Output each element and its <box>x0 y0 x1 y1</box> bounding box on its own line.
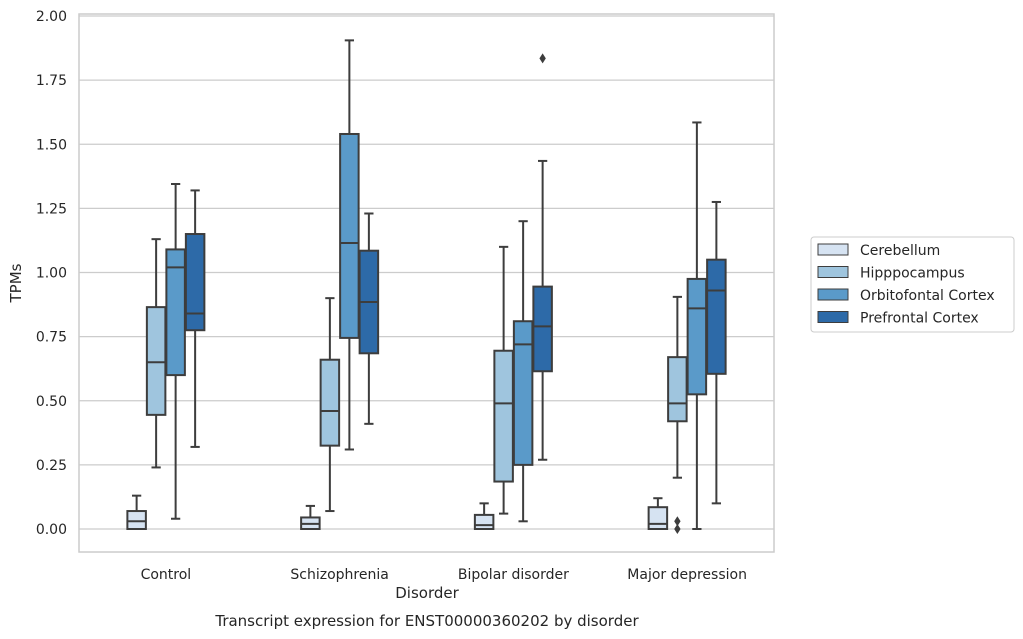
y-tick-label: 1.00 <box>36 266 67 282</box>
legend-swatch <box>817 243 849 256</box>
outlier-point <box>539 53 546 64</box>
box-group <box>319 297 341 513</box>
iqr-box <box>339 132 360 339</box>
iqr-box <box>126 510 147 531</box>
legend-frame <box>810 236 1015 333</box>
legend-swatch <box>817 311 849 323</box>
box-group <box>674 121 708 534</box>
box-group <box>126 494 147 531</box>
iqr-box <box>667 356 688 423</box>
box-group <box>706 200 727 505</box>
chart-title: Transcript expression for ENST0000036020… <box>214 612 639 630</box>
iqr-box <box>493 349 514 483</box>
x-tick-label: Control <box>141 567 192 583</box>
x-tick-label: Schizophrenia <box>290 567 388 583</box>
box-group <box>145 238 167 469</box>
legend-label: Cerebellum <box>860 243 940 259</box>
box-group <box>339 39 360 451</box>
x-axis-label: Disorder <box>395 584 459 602</box>
box-group <box>358 212 380 425</box>
y-tick-label: 2.00 <box>36 9 67 25</box>
box-group <box>165 183 186 520</box>
legend-label: Orbitofontal Cortex <box>860 288 995 304</box>
iqr-box <box>184 233 206 332</box>
iqr-box <box>319 358 341 447</box>
iqr-box <box>473 513 495 531</box>
iqr-box <box>706 258 727 375</box>
legend-label: Prefrontal Cortex <box>860 311 979 327</box>
x-tick-label: Bipolar disorder <box>458 567 569 583</box>
box-group <box>473 502 495 531</box>
box-group <box>512 220 534 523</box>
boxes <box>126 39 727 534</box>
y-tick-label: 1.50 <box>36 137 67 153</box>
outlier-point <box>674 516 681 527</box>
box-group <box>493 245 514 515</box>
iqr-box <box>532 285 553 373</box>
y-tick-label: 0.50 <box>36 394 67 410</box>
y-tick-label: 1.25 <box>36 201 67 217</box>
iqr-box <box>647 506 669 531</box>
y-tick-label: 1.75 <box>36 73 67 89</box>
box-group <box>532 53 553 461</box>
box-group <box>647 497 669 531</box>
x-tick-label: Major depression <box>627 567 747 583</box>
box-group <box>300 504 321 531</box>
y-axis-label: TPMs <box>7 263 25 303</box>
iqr-box <box>145 306 167 416</box>
x-tick-labels: Control Schizophrenia Bipolar disorder Majo… <box>141 567 747 583</box>
y-tick-label: 0.25 <box>36 458 67 474</box>
legend-swatch <box>817 288 849 301</box>
outlier-point <box>674 524 681 534</box>
legend-swatch <box>817 266 849 278</box>
iqr-box <box>512 320 534 466</box>
legend: Cerebellum Hipppocampus Orbitofontal Corte… <box>810 236 1015 333</box>
legend-label: Hipppocampus <box>860 266 965 282</box>
box-group <box>184 189 206 448</box>
y-tick-label: 0.75 <box>36 330 67 346</box>
y-tick-label: 0.00 <box>36 522 67 538</box>
y-tick-labels: 0.00 0.25 0.50 0.75 1.00 1.25 1.50 1.75 2.00 <box>36 9 67 538</box>
iqr-box <box>686 277 708 396</box>
